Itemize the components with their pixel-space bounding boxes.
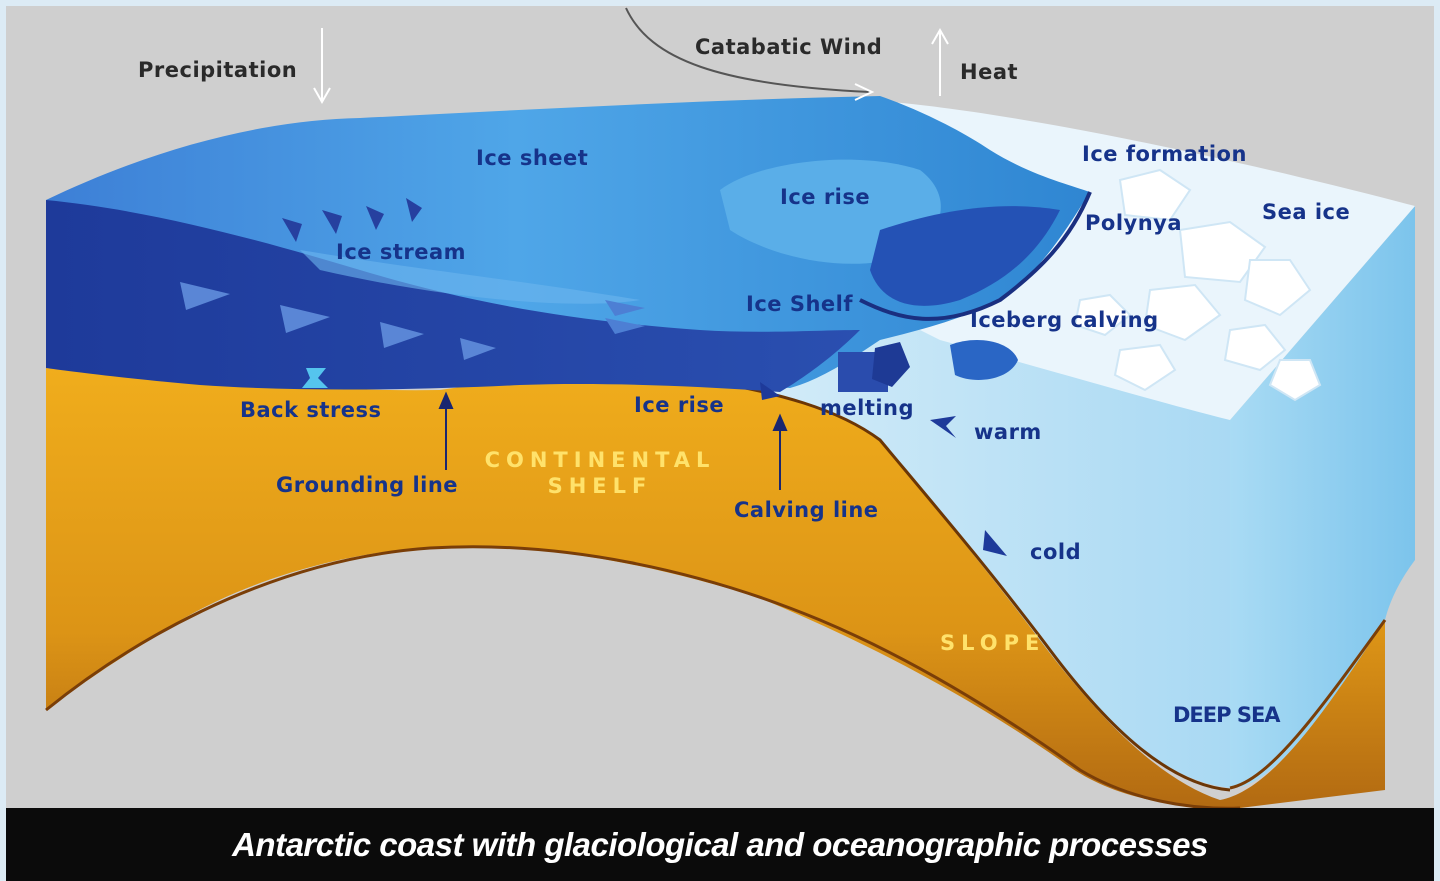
melting-arrow (760, 382, 780, 400)
bedrock-slope-line (689, 376, 1231, 792)
label-deep-sea: DEEP SEA (1173, 703, 1281, 727)
catabatic-wind-arrow (625, 7, 871, 93)
label-continental-shelf-line-2: SHELF (547, 474, 653, 498)
ice-shelf-edge (870, 206, 1060, 306)
deep-sea-floor (1229, 619, 1387, 790)
label-ice-sheet: Ice sheet (476, 146, 589, 170)
label-melting: melting (820, 396, 915, 420)
label-ice-shelf: Ice Shelf (746, 292, 853, 316)
label-back-stress: Back stress (240, 398, 382, 422)
label-sea-ice: Sea ice (1262, 200, 1351, 224)
label-iceberg-calving: Iceberg calving (970, 308, 1159, 332)
ice-front-line (859, 191, 1092, 321)
label-catabatic-wind: Catabatic Wind (695, 35, 883, 59)
label-continental-shelf-line-1: CONTINENTAL (484, 448, 716, 472)
ocean-water (700, 330, 1230, 788)
label-warm: warm (974, 420, 1042, 444)
cold-arrow (983, 530, 1007, 556)
flow-chevrons (180, 198, 645, 360)
label-ice-formation: Ice formation (1082, 142, 1247, 166)
ice-stream-band (46, 200, 860, 392)
caption-bar: Antarctic coast with glaciological and o… (6, 808, 1434, 881)
bedrock-bottom-edge (45, 545, 1241, 810)
back-stress-marker (302, 368, 328, 388)
label-grounding-line: Grounding line (276, 473, 459, 497)
calving-line-arrow (772, 413, 788, 490)
label-heat: Heat (960, 60, 1019, 84)
label-slope: SLOPE (940, 631, 1046, 655)
label-ice-rise-top: Ice rise (780, 185, 871, 209)
catabatic-wind-arrowhead (854, 83, 875, 101)
label-continental-shelf: CONTINENTAL SHELF (480, 447, 720, 499)
label-precipitation: Precipitation (138, 58, 298, 82)
label-polynya: Polynya (1085, 211, 1183, 235)
precipitation-arrow (313, 28, 331, 105)
grounding-line-arrow (438, 391, 454, 470)
sea-ice-floes (1073, 168, 1322, 402)
heat-arrow (931, 27, 949, 96)
label-calving-line: Calving line (734, 498, 879, 522)
label-ice-stream: Ice stream (336, 240, 467, 264)
label-cold: cold (1030, 540, 1082, 564)
label-ice-rise-bottom: Ice rise (634, 393, 725, 417)
iceberg-2 (872, 342, 910, 387)
caption: Antarctic coast with glaciological and o… (232, 826, 1208, 863)
iceberg-3 (950, 340, 1018, 380)
warm-arrow (930, 416, 956, 438)
ice-stream-light-streak (300, 250, 640, 304)
bedrock (46, 368, 1385, 808)
